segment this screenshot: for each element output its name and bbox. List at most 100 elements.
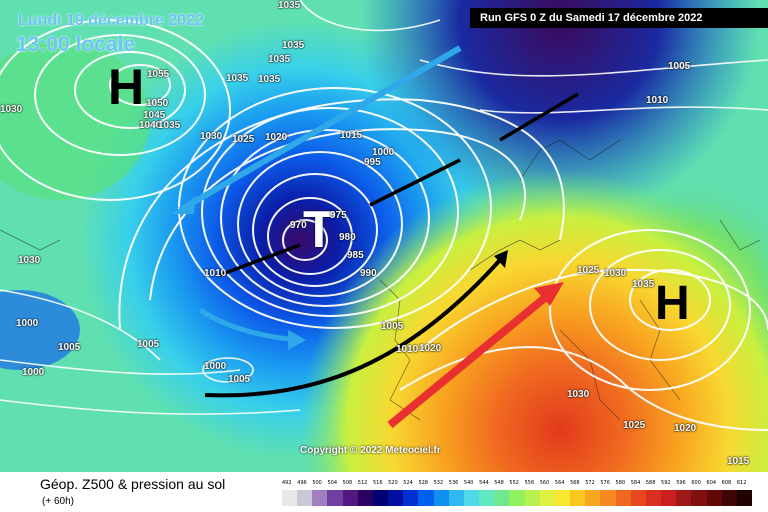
- color-scale-cell: [372, 490, 389, 506]
- color-scale-cell: [721, 490, 738, 506]
- isobar-label: 1020: [674, 423, 697, 434]
- color-scale-cell: [388, 490, 404, 506]
- isobar-label: 1005: [668, 61, 691, 72]
- isobar-label: 1015: [727, 456, 750, 467]
- color-scale-tick: 584: [630, 480, 641, 486]
- color-scale-tick: 544: [479, 480, 489, 486]
- isobar-label: 1010: [646, 95, 669, 106]
- color-scale-tick: 492: [282, 480, 292, 486]
- isobar-label: 1020: [265, 132, 288, 143]
- copyright-notice: Copyright © 2022 Meteociel.fr: [300, 445, 441, 456]
- color-scale-cell: [494, 490, 510, 506]
- isobar-label: 1025: [232, 134, 255, 145]
- color-scale-cell: [676, 490, 692, 506]
- isobar-label: 1000: [204, 361, 227, 372]
- color-scale-tick: 548: [494, 480, 504, 486]
- light-blue-arrow-1: [178, 45, 462, 213]
- color-scale-tick: 572: [585, 480, 595, 486]
- color-scale-cell: [630, 490, 647, 506]
- light-blue-arrowhead-1: [172, 196, 196, 214]
- isobar-label: 975: [330, 210, 347, 221]
- color-scale-cell: [403, 490, 419, 506]
- color-scale-cell: [706, 490, 723, 506]
- color-scale-tick: 564: [554, 480, 565, 486]
- isobar-label: 1035: [268, 54, 291, 65]
- isobar-label: 1035: [258, 74, 281, 85]
- black-line-4: [499, 92, 579, 142]
- color-scale-cell: [539, 490, 556, 506]
- isobar-label: 985: [347, 250, 364, 261]
- isobar-label: 1030: [567, 389, 590, 400]
- isobar-label: 990: [360, 268, 377, 279]
- color-scale-tick: 528: [418, 480, 428, 486]
- isobar-label: 1000: [16, 318, 39, 329]
- weather-map: [0, 0, 768, 472]
- color-scale-tick: 508: [342, 480, 353, 486]
- isobar-label: 1005: [228, 374, 251, 385]
- color-scale-tick: 520: [388, 480, 398, 486]
- color-scale-cell: [570, 490, 586, 506]
- color-scale-tick: 536: [448, 480, 459, 486]
- forecast-date-label: Lundi 19 décembre 2022: [18, 12, 204, 29]
- flow-arrows: [172, 45, 579, 429]
- color-scale-tick: 560: [539, 480, 550, 486]
- color-scale-cell: [554, 490, 571, 506]
- isobar-label: 1035: [226, 73, 249, 84]
- color-scale-cell: [418, 490, 435, 506]
- red-arrowhead: [534, 282, 564, 306]
- color-scale-tick: 516: [372, 480, 383, 486]
- high-pressure-west: H: [108, 59, 145, 115]
- isobar-label: 1035: [158, 120, 181, 131]
- color-scale-tick: 612: [736, 480, 747, 486]
- color-scale-tick: 552: [509, 480, 519, 486]
- isobars-high-west: [0, 19, 231, 201]
- color-scale-tick: 608: [721, 480, 732, 486]
- isobar-label: 1010: [204, 268, 227, 279]
- isobar-label: 1030: [18, 255, 41, 266]
- black-line-3: [369, 158, 461, 207]
- color-scale-cell: [342, 490, 359, 506]
- model-run-label: Run GFS 0 Z du Samedi 17 décembre 2022: [470, 8, 768, 28]
- isobar-label: 1045: [143, 110, 166, 121]
- isobar-label: 1030: [200, 131, 223, 142]
- color-scale: 492 496 500 504 508 512 516 520 524 528 532 536 540 5…: [282, 480, 753, 510]
- color-scale-cell: [509, 490, 526, 506]
- color-scale-tick: 512: [357, 480, 368, 486]
- isobar-label: 1055: [147, 69, 170, 80]
- color-scale-tick: 500: [312, 480, 322, 486]
- isobar-label: 1030: [0, 104, 23, 115]
- color-scale-cell: [433, 490, 450, 506]
- isobar-label: 1005: [58, 342, 81, 353]
- isobar-label: 1000: [372, 147, 395, 158]
- color-scale-tick: 604: [706, 480, 717, 486]
- color-scale-tick: 540: [463, 480, 474, 486]
- color-scale-cell: [448, 490, 465, 506]
- color-scale-cell: [615, 490, 632, 506]
- color-scale-cell: [327, 490, 344, 506]
- isobars-north: [0, 0, 768, 415]
- legend-bar: Géop. Z500 & pression au sol (+ 60h) 492…: [0, 472, 768, 512]
- color-scale-cell: [661, 490, 677, 506]
- color-scale-cell: [585, 490, 601, 506]
- color-scale-cell: [691, 490, 707, 506]
- isobar-label: 1025: [623, 420, 646, 431]
- isobar-label: 1000: [22, 367, 45, 378]
- isobar-label: 1035: [282, 40, 305, 51]
- color-scale-cell: [479, 490, 495, 506]
- color-scale-tick: 588: [645, 480, 656, 486]
- isobar-label: 980: [339, 232, 356, 243]
- color-scale-cell: [282, 490, 298, 506]
- legend-title: Géop. Z500 & pression au sol: [40, 476, 226, 492]
- isobar-label: 1015: [340, 130, 363, 141]
- black-arrow-1: [204, 258, 502, 398]
- color-scale-tick: 596: [676, 480, 686, 486]
- color-scale-cell: [297, 490, 313, 506]
- color-scale-cell: [736, 490, 753, 506]
- color-scale-tick: 524: [403, 480, 413, 486]
- black-arrowhead-1: [494, 250, 508, 268]
- color-scale-tick: 580: [615, 480, 626, 486]
- color-scale-tick: 496: [297, 480, 307, 486]
- color-scale-tick: 576: [600, 480, 610, 486]
- isobar-label: 1035: [278, 0, 301, 11]
- color-scale-tick: 504: [327, 480, 338, 486]
